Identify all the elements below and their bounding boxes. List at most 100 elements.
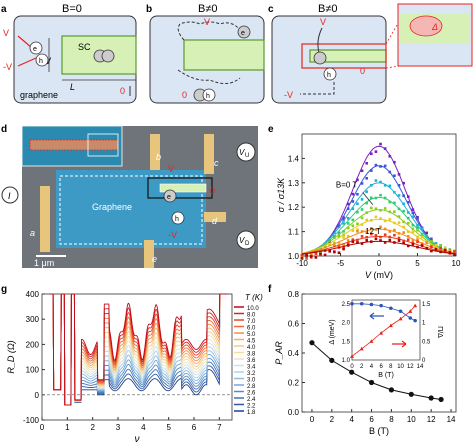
e-data-point	[379, 180, 382, 184]
e-data-point	[406, 195, 410, 198]
contact-d-label: d	[212, 216, 218, 226]
g-ylabel: R_D (Ω)	[6, 340, 16, 373]
e-data-point	[374, 207, 378, 210]
g-xtick-label: 5	[166, 423, 171, 432]
e-data-point	[411, 243, 415, 246]
e-data-point	[360, 169, 364, 173]
e-data-point	[346, 242, 350, 245]
e-ytick-label: 1.4	[288, 154, 300, 163]
d-zero-label: 0	[210, 186, 215, 196]
e-data-point	[323, 253, 327, 257]
e-data-point	[370, 219, 373, 222]
e-data-point	[379, 235, 382, 239]
f-ytick-label: 0.2	[288, 379, 300, 388]
e-ytick-label: 1.2	[288, 203, 300, 212]
f-xtick-label: 14	[447, 415, 456, 424]
e-data-point	[406, 216, 410, 220]
voltmeter-u-icon	[236, 142, 256, 162]
e-data-point	[356, 230, 359, 233]
g-legend-label: 2.2	[247, 404, 256, 410]
e-data-point	[420, 234, 424, 238]
cooper-pair-electron-2	[101, 49, 115, 63]
g-series-line	[49, 293, 228, 406]
g-legend-label: 3.8	[247, 352, 256, 358]
a-hole-label: h	[39, 58, 43, 65]
e-data-point	[416, 235, 419, 239]
g-legend-label: 7.0	[247, 319, 256, 325]
f-inset-delta-point	[350, 301, 354, 306]
e-data-point	[402, 194, 405, 198]
f-ytick-label: 0.8	[288, 290, 300, 299]
f-inset-ratio-point	[350, 354, 354, 358]
c-zoom-lines	[385, 19, 401, 69]
f-inset-ylabel-right: Π/Δ	[436, 326, 443, 338]
e-data-point	[434, 248, 438, 251]
e-data-point	[388, 235, 392, 239]
e-data-point	[365, 239, 368, 242]
e-data-point	[356, 202, 359, 206]
panel-b-title: B≠0	[198, 3, 218, 15]
e-fit-curve	[301, 209, 457, 254]
f-inset-delta-point	[408, 316, 413, 320]
inset-sc-finger	[29, 139, 119, 151]
g-ytick-label: -100	[23, 416, 40, 425]
e-data-point	[337, 231, 341, 234]
f-data-point	[368, 379, 375, 386]
f-inset-xtick-label: 0	[350, 364, 354, 370]
g-ytick-label: 200	[26, 340, 40, 349]
e-data-point	[425, 247, 429, 250]
f-inset-ytick-left: 2.0	[342, 321, 351, 327]
d-hole	[171, 211, 185, 225]
e-data-point	[337, 241, 341, 245]
f-xtick-label: 4	[349, 415, 354, 424]
graphene-outline	[59, 175, 203, 245]
e-data-point	[365, 211, 368, 214]
contact-c	[204, 134, 214, 174]
e-ytick-label: 1.1	[288, 228, 300, 237]
f-inset-delta-point	[413, 318, 417, 323]
f-inset-ratio-point	[398, 316, 403, 321]
e-data-point	[351, 224, 355, 228]
e-data-point	[383, 233, 387, 236]
e-fit-curve	[301, 145, 457, 255]
e-data-point	[393, 221, 396, 225]
contact-e-label: e	[152, 254, 157, 264]
e-data-point	[379, 225, 382, 229]
chart-f: f0 2 4 6 8 10 12 140.00.20.40.60.8B (T)P_AR0 2 4 6…	[268, 284, 457, 436]
b-electron-label: e	[241, 30, 245, 37]
f-xtick-label: 2	[330, 415, 335, 424]
e-data-point	[365, 161, 368, 165]
e-data-point	[425, 231, 429, 235]
a-zero-label: 0	[120, 86, 125, 96]
panel-b: b B≠0 V e 0 h	[146, 3, 265, 104]
e-data-point	[388, 210, 392, 214]
e-data-point	[430, 245, 433, 249]
e-data-point	[374, 150, 378, 153]
e-data-point	[411, 227, 415, 231]
f-data-point	[408, 391, 414, 397]
e-data-point	[397, 236, 401, 240]
g-legend-label: 6.0	[247, 326, 256, 332]
vd-sub: D	[245, 241, 250, 247]
e-data-point	[402, 209, 405, 213]
e-data-point	[411, 215, 415, 219]
g-series-line	[49, 293, 228, 406]
e-data-point	[402, 202, 405, 206]
e-data-point	[425, 234, 429, 238]
g-legend-label: 10.0	[247, 306, 259, 312]
panel-label-f: f	[268, 284, 272, 295]
e-data-point	[360, 182, 364, 185]
e-data-point	[346, 226, 350, 230]
g-legend-label: 3.0	[247, 378, 256, 384]
c-v-label: V	[320, 17, 326, 27]
e-data-point	[406, 211, 410, 214]
e-data-point	[342, 230, 345, 233]
e-data-point	[406, 244, 410, 248]
e-data-point	[351, 192, 355, 196]
f-inset-ytick-left: 1.0	[342, 358, 351, 364]
e-data-point	[370, 152, 373, 156]
e-data-point	[356, 241, 359, 244]
e-data-point	[370, 227, 373, 230]
e-ytick-label: 1.0	[288, 252, 300, 261]
